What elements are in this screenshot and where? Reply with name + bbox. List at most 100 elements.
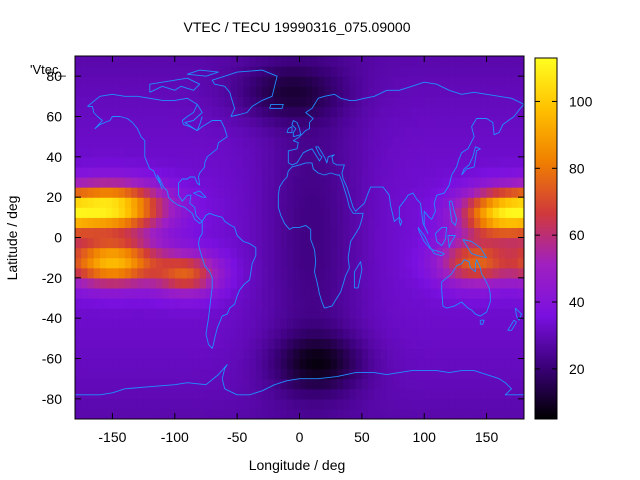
heatmap-cell <box>118 207 126 218</box>
heatmap-cell <box>436 116 444 128</box>
heatmap-cell <box>386 227 394 239</box>
heatmap-cell <box>280 277 288 289</box>
heatmap-cell <box>293 166 301 178</box>
colorbar-tick-label: 20 <box>569 361 585 377</box>
heatmap-cell <box>411 156 419 168</box>
heatmap-cell <box>386 237 394 249</box>
heatmap-cell <box>112 86 120 97</box>
heatmap-cell <box>467 197 475 208</box>
heatmap-cell <box>324 187 332 198</box>
heatmap-cell <box>230 126 238 138</box>
heatmap-cell <box>268 86 276 97</box>
heatmap-cell <box>461 398 469 410</box>
heatmap-cell <box>87 237 95 249</box>
heatmap-cell <box>75 318 82 329</box>
heatmap-cell <box>293 96 301 108</box>
heatmap-cell <box>517 348 524 360</box>
heatmap-cell <box>480 257 488 269</box>
heatmap-cell <box>193 257 201 269</box>
heatmap-cell <box>324 96 332 108</box>
heatmap-cell <box>174 328 182 339</box>
heatmap-cell <box>212 146 220 158</box>
heatmap-cell <box>262 227 269 239</box>
heatmap-cell <box>467 166 475 178</box>
heatmap-cell <box>436 96 444 108</box>
heatmap-cell <box>255 197 263 208</box>
heatmap-cell <box>442 96 450 108</box>
heatmap-cell <box>212 76 220 87</box>
heatmap-cell <box>224 388 232 400</box>
heatmap-cell <box>442 197 450 208</box>
heatmap-cell <box>255 146 263 158</box>
heatmap-cell <box>330 96 338 108</box>
heatmap-cell <box>330 56 338 67</box>
heatmap-cell <box>249 338 257 350</box>
heatmap-cell <box>93 378 101 390</box>
heatmap-cell <box>474 187 481 198</box>
heatmap-cell <box>118 237 126 249</box>
heatmap-cell <box>336 368 344 380</box>
heatmap-cell <box>511 136 519 148</box>
heatmap-cell <box>87 348 95 360</box>
heatmap-cell <box>162 408 170 419</box>
heatmap-cell <box>492 177 500 188</box>
heatmap-cell <box>218 408 226 419</box>
heatmap-cell <box>499 378 506 390</box>
heatmap-cell <box>174 277 182 289</box>
heatmap-cell <box>336 378 344 390</box>
heatmap-cell <box>336 408 344 419</box>
heatmap-cell <box>93 136 101 148</box>
heatmap-cell <box>124 126 132 138</box>
heatmap-cell <box>181 86 188 97</box>
heatmap-cell <box>224 197 232 208</box>
heatmap-cell <box>149 298 157 309</box>
heatmap-cell <box>199 156 207 168</box>
heatmap-cell <box>106 217 114 229</box>
heatmap-cell <box>243 76 251 87</box>
heatmap-cell <box>156 197 163 208</box>
heatmap-cell <box>93 207 101 218</box>
heatmap-cell <box>330 277 338 289</box>
heatmap-cell <box>511 378 519 390</box>
heatmap-cell <box>106 76 114 87</box>
heatmap-cell <box>118 126 126 138</box>
heatmap-cell <box>262 348 269 360</box>
heatmap-cell <box>168 348 176 360</box>
heatmap-cell <box>405 277 413 289</box>
heatmap-cell <box>205 156 213 168</box>
heatmap-cell <box>174 257 182 269</box>
heatmap-cell <box>380 308 388 319</box>
heatmap-cell <box>124 328 132 339</box>
heatmap-cell <box>280 207 288 218</box>
heatmap-cell <box>218 277 226 289</box>
heatmap-cell <box>93 328 101 339</box>
heatmap-cell <box>474 348 481 360</box>
heatmap-cell <box>405 156 413 168</box>
colorbar-tick-label: 40 <box>569 294 585 310</box>
heatmap-cell <box>187 358 195 370</box>
heatmap-cell <box>411 187 419 198</box>
heatmap-cell <box>187 146 195 158</box>
heatmap-cell <box>106 146 114 158</box>
heatmap-cell <box>311 146 319 158</box>
heatmap-cell <box>405 408 413 419</box>
heatmap-cell <box>492 217 500 229</box>
heatmap-cell <box>112 56 120 67</box>
heatmap-cell <box>262 217 269 229</box>
heatmap-cell <box>430 146 438 158</box>
heatmap-cell <box>430 408 438 419</box>
heatmap-cell <box>143 408 151 419</box>
heatmap-cell <box>75 398 82 410</box>
heatmap-cell <box>137 247 145 259</box>
heatmap-cell <box>336 187 344 198</box>
heatmap-cell <box>255 277 263 289</box>
heatmap-cell <box>349 156 357 168</box>
heatmap-cell <box>187 96 195 108</box>
heatmap-cell <box>118 177 126 188</box>
heatmap-cell <box>299 56 307 67</box>
heatmap-cell <box>143 86 151 97</box>
heatmap-cell <box>380 277 388 289</box>
heatmap-cell <box>311 378 319 390</box>
heatmap-cell <box>243 217 251 229</box>
heatmap-cell <box>405 56 413 67</box>
